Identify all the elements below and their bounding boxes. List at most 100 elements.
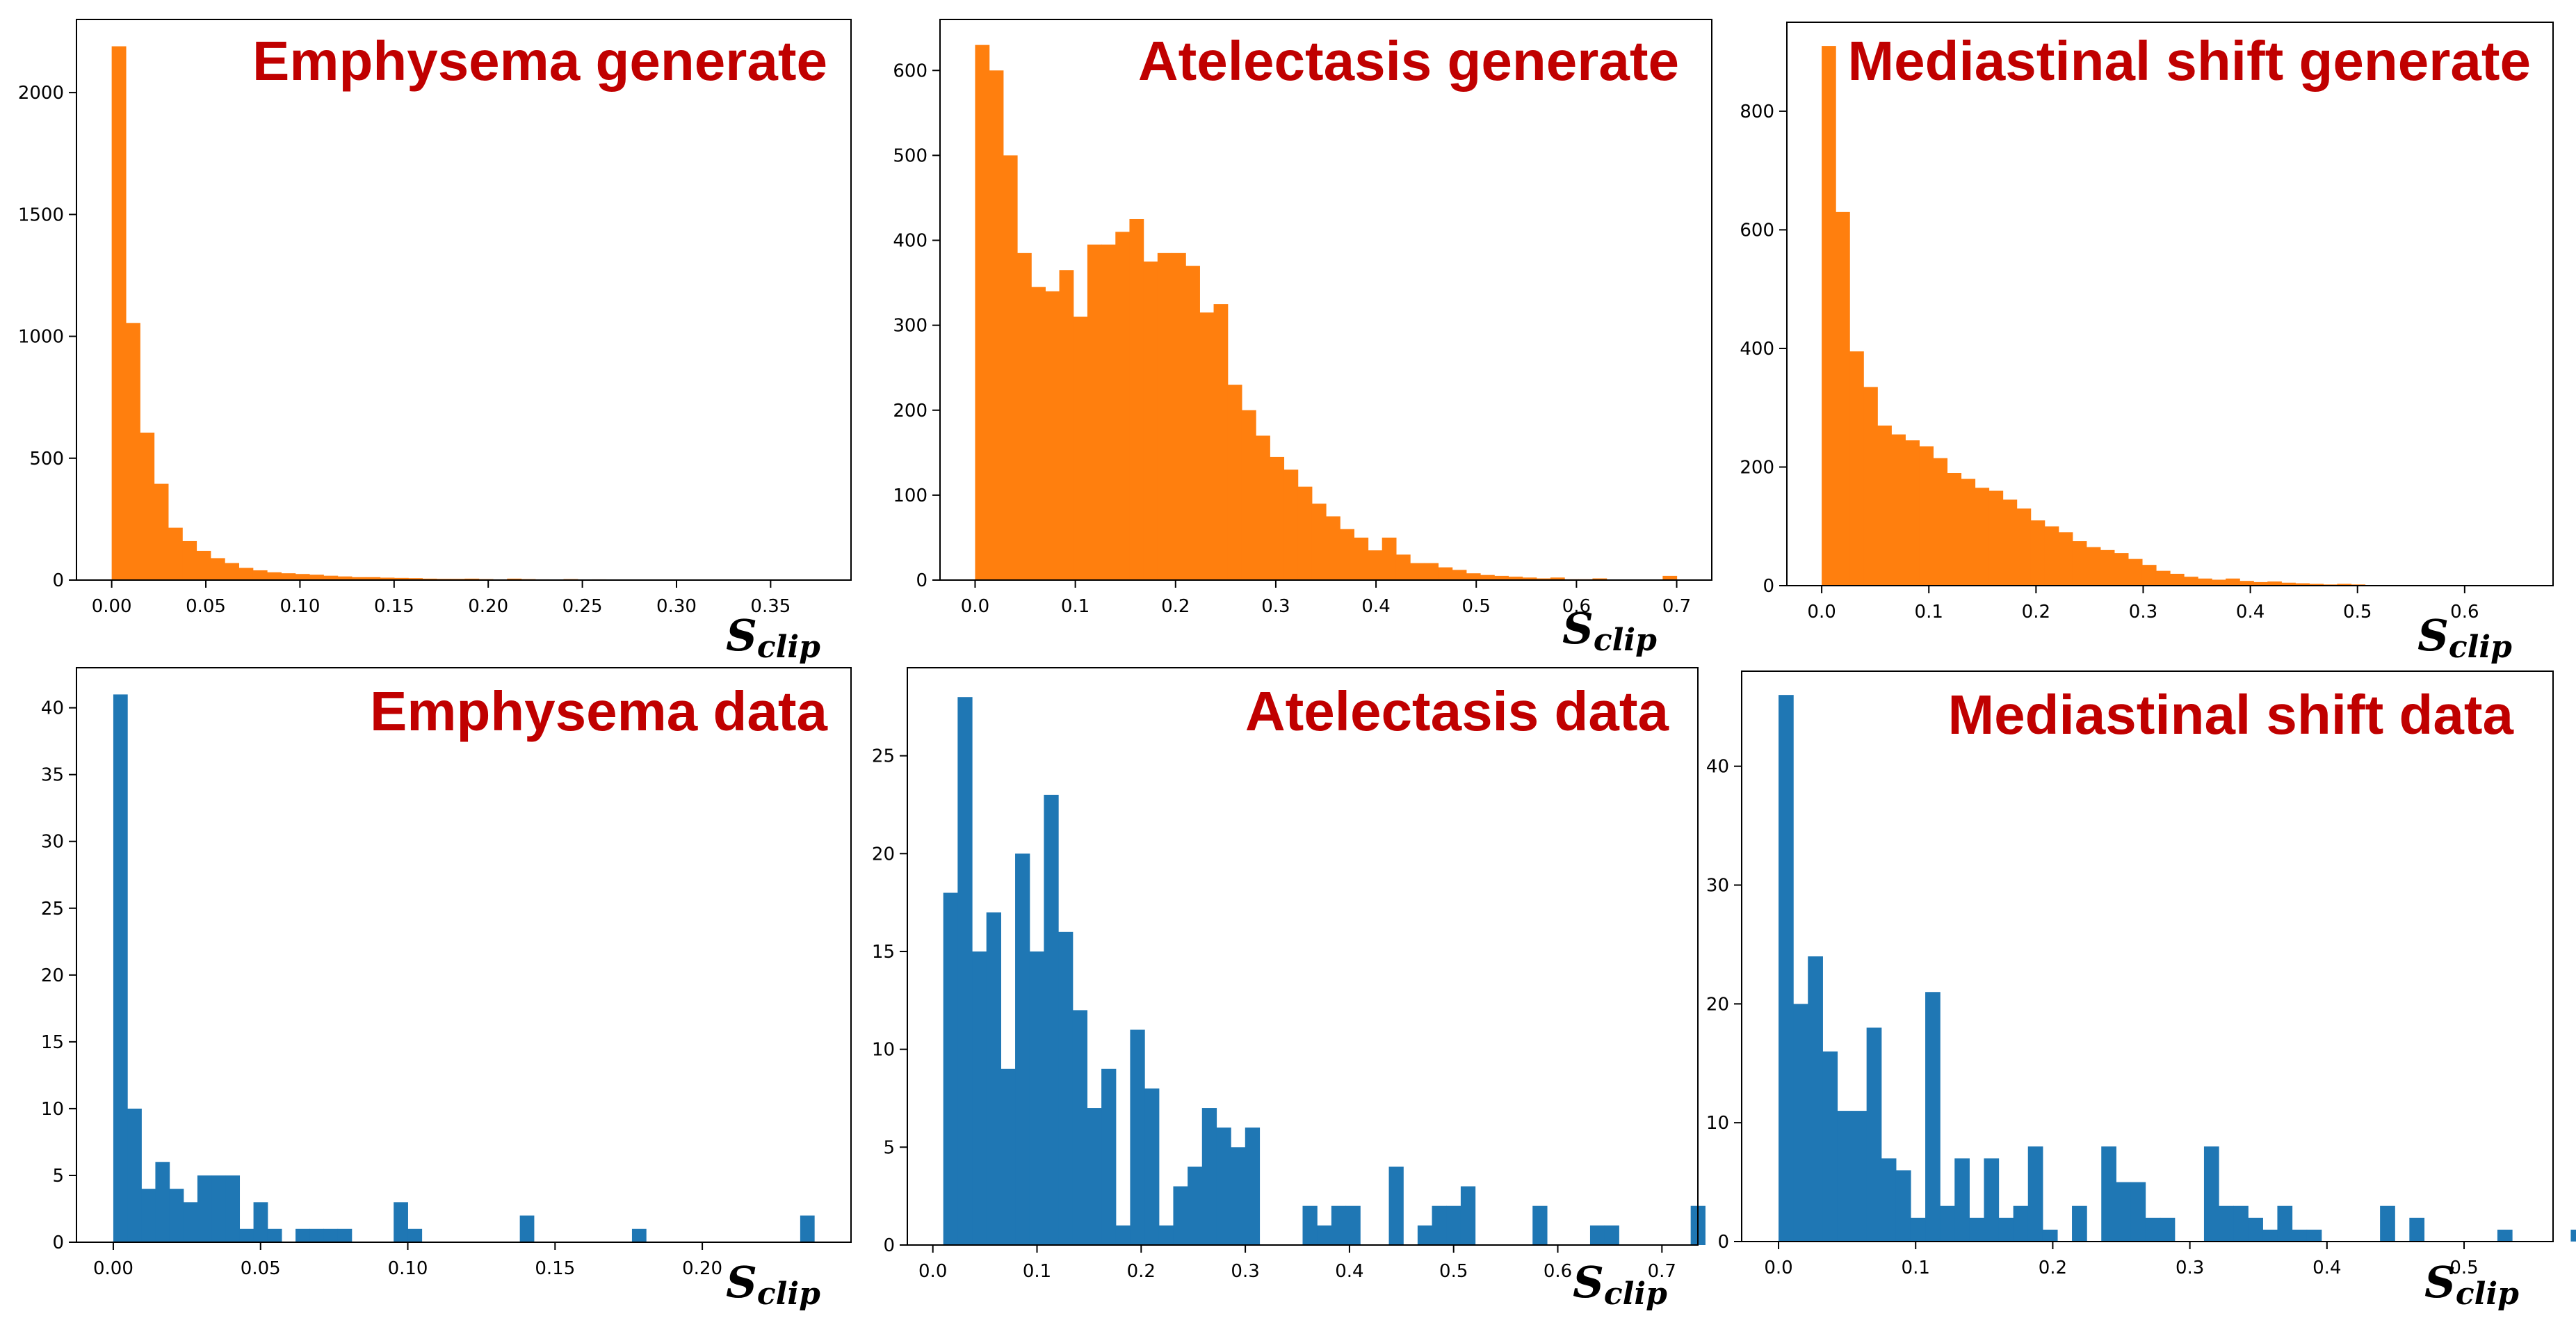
y-tick-label: 0 [52,570,64,591]
histogram-bar [1905,440,1920,586]
histogram-bar [2309,584,2324,586]
histogram-bar [1446,1205,1461,1245]
histogram-bar [125,323,140,580]
histogram-bar [1969,1217,1985,1242]
x-tick-label: 0.6 [2450,602,2479,623]
y-tick-label: 10 [872,1040,895,1061]
x-tick-label: 0.5 [1439,1261,1468,1282]
chart-panel: 0.00 0.05 0.10 0.15 0.20 0 5 10 15 20 25 30 35 40 Emph… [41,667,852,1312]
x-axis-label: Sclip [1573,1257,1667,1312]
histogram-bar [1604,1225,1619,1245]
x-tick-label: 0.0 [1807,602,1836,623]
histogram-bar [2013,1205,2029,1242]
histogram-bar [1933,458,1948,586]
x-axis-label: Sclip [1562,603,1657,658]
histogram-bar [1550,577,1565,580]
x-axis-label: Sclip [726,610,820,665]
histogram-bar [1326,516,1340,580]
histogram-bar [111,46,127,580]
histogram-bar [1157,252,1172,580]
y-tick-label: 0 [916,570,927,591]
axes-frame [76,19,852,581]
histogram-bar [800,1215,815,1242]
x-tick-label: 0.20 [468,596,508,617]
x-tick-label: 0.7 [1662,596,1691,617]
histogram-bar [1925,992,1941,1242]
histogram-bar [631,1228,647,1242]
histogram-bar [1059,270,1074,580]
histogram-bar [957,697,973,1245]
histogram-bar [1947,473,1962,586]
histogram-bar [1188,1166,1203,1245]
histogram-bar [2570,1229,2576,1242]
y-tick-label: 5 [883,1137,895,1158]
histogram-bar [1891,434,1906,586]
histogram-bar [1849,351,1864,586]
histogram-bar [1877,425,1892,586]
histogram-bar [1395,554,1411,580]
y-tick-label: 300 [893,316,927,337]
chart-title: Atelectasis data [1245,680,1669,742]
histogram-bar [2016,508,2032,586]
histogram-bar [267,572,282,580]
histogram-bar [407,1228,423,1242]
x-tick-label: 0.6 [1562,596,1591,617]
histogram-bar [2262,1229,2278,1242]
x-tick-label: 0.2 [2039,1258,2067,1278]
histogram-bar [1984,1158,2000,1242]
histogram-bar [210,558,225,580]
histogram-bar [2212,579,2226,586]
histogram-bar [140,432,155,580]
histogram-bar [2086,547,2101,586]
chart-panel: 0.00 0.05 0.10 0.15 0.20 0.25 0.30 0.35 0 500 1000… [18,19,852,665]
histogram-bar [1417,1225,1433,1245]
chart-title: Mediastinal shift generate [1848,30,2531,92]
histogram-bar [1073,316,1088,580]
histogram-bar [2253,581,2268,586]
histogram-bar [1101,1068,1117,1245]
x-tick-label: 0.3 [1261,596,1290,617]
histogram-bar [1158,1225,1174,1245]
histogram-bar [1592,578,1607,580]
histogram-bar [394,1202,408,1242]
histogram-bar [182,540,197,580]
x-tick-label: 0.2 [2022,602,2050,623]
histogram-bar [1822,46,1836,586]
x-tick-label: 0.20 [682,1258,722,1279]
histogram-bar [1382,537,1397,580]
histogram-bar [1494,575,1509,580]
histogram-bar [309,1228,324,1242]
y-tick-label: 10 [1706,1113,1729,1134]
histogram-bar [1245,1127,1261,1245]
histogram-bar [351,577,366,580]
histogram-bar [1115,232,1131,580]
histogram-bar [1895,1170,1911,1242]
histogram-bar [2292,1229,2308,1242]
x-tick-label: 0.05 [186,596,226,617]
histogram-bar [1480,575,1495,580]
x-axis-label: Sclip [2424,1257,2519,1312]
y-tick-label: 800 [1740,102,1774,122]
histogram-bar [1345,1205,1361,1245]
histogram-bar [2072,1205,2087,1242]
histogram-bar [2267,581,2282,586]
x-tick-label: 0.2 [1161,596,1190,617]
chart-panel: 0.0 0.1 0.2 0.3 0.4 0.5 0 10 20 30 40 Mediastinal s… [1706,670,2576,1312]
y-tick-label: 400 [1740,339,1774,360]
histogram-bar [168,527,183,580]
histogram-bar [1283,469,1299,580]
histogram-bar [1017,252,1032,580]
y-tick-label: 600 [1740,220,1774,241]
histogram-bar [1087,1108,1102,1245]
histogram-bar [183,1202,198,1242]
histogram-bar [2409,1217,2425,1242]
histogram-bar [1460,1186,1476,1245]
x-tick-label: 0.10 [280,596,320,617]
y-tick-label: 30 [1706,876,1729,897]
histogram-bar [2042,1229,2058,1242]
histogram-bar [519,1215,535,1242]
histogram-bar [366,577,381,580]
histogram-bar [972,951,987,1245]
histogram-bar [154,483,169,580]
histogram-bar [975,45,990,581]
